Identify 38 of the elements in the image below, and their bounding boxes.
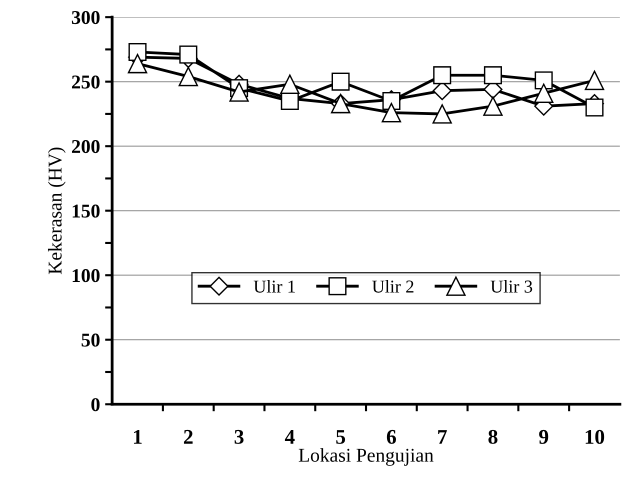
y-tick-label: 250 — [72, 75, 100, 89]
x-tick-label: 1 — [134, 430, 142, 444]
point — [432, 104, 452, 124]
x-tick-label: 7 — [438, 430, 447, 444]
point — [280, 74, 300, 94]
point — [433, 66, 452, 84]
y-tick-label: 200 — [72, 140, 100, 154]
y-tick-label: 50 — [82, 334, 100, 347]
point — [382, 102, 402, 122]
point — [534, 84, 554, 104]
point — [128, 54, 148, 74]
y-tick-label: 300 — [72, 10, 100, 24]
y-tick-label: 150 — [72, 204, 100, 218]
point — [178, 66, 198, 86]
point — [483, 96, 503, 116]
x-tick-label: 3 — [234, 430, 244, 444]
legend-label: Ulir 1 — [254, 280, 295, 293]
legend-label: Ulir 2 — [372, 280, 414, 293]
x-tick-label: 6 — [386, 430, 396, 444]
x-tick-label: 2 — [184, 430, 193, 444]
x-tick-label: 9 — [539, 430, 548, 444]
point — [332, 72, 350, 91]
point — [585, 98, 604, 116]
point — [179, 46, 198, 64]
point — [584, 70, 604, 90]
point — [229, 82, 249, 102]
x-tick-label: 5 — [336, 430, 346, 444]
legend-label: Ulir 3 — [490, 280, 532, 293]
x-axis-title: Lokasi Pengujian — [298, 448, 434, 466]
x-tick-label: 10 — [586, 430, 604, 444]
point — [534, 71, 553, 90]
y-tick-label: 100 — [72, 269, 100, 282]
y-tick-label: 0 — [91, 398, 100, 412]
point — [484, 66, 502, 84]
x-tick-label: 4 — [284, 430, 295, 444]
point — [128, 42, 147, 62]
y-axis-title: Kekerasan (HV) — [48, 148, 66, 274]
x-tick-label: 8 — [488, 430, 498, 444]
